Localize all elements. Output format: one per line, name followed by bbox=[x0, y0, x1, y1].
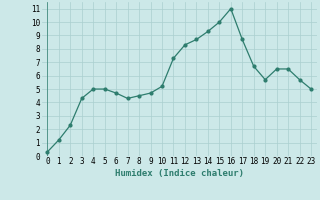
X-axis label: Humidex (Indice chaleur): Humidex (Indice chaleur) bbox=[115, 169, 244, 178]
